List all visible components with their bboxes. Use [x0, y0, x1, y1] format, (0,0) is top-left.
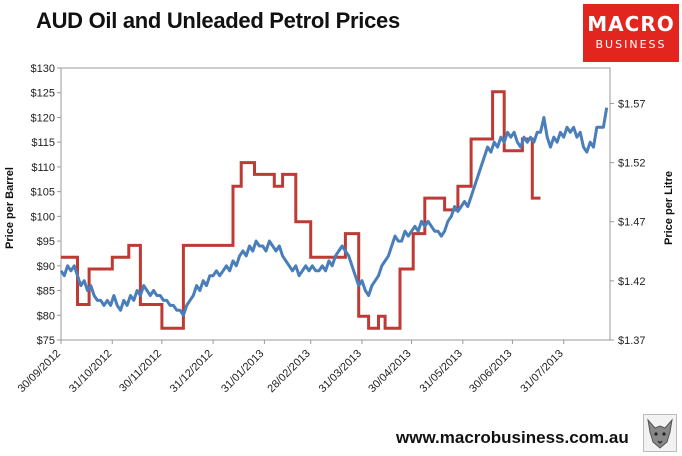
y-right-tick-label: $1.42 — [618, 276, 646, 288]
wolf-logo-icon — [643, 414, 677, 452]
logo-line-1: MACRO — [587, 12, 675, 36]
y-left-tick-label: $90 — [37, 261, 55, 273]
chart-title: AUD Oil and Unleaded Petrol Prices — [36, 8, 400, 33]
x-axis-ticks: 30/09/2012 31/10/2012 30/11/2012 31/12/2012… — [16, 340, 566, 395]
x-tick-label: 30/04/2013 — [366, 348, 413, 395]
petrol-price-line — [61, 90, 541, 330]
y-right-tick-label: $1.52 — [618, 158, 646, 170]
y-left-tick-label: $115 — [31, 137, 55, 149]
y-left-tick-label: $105 — [31, 187, 55, 199]
x-tick-label: 31/01/2013 — [219, 348, 266, 395]
y-left-tick-label: $100 — [31, 211, 55, 223]
y-left-tick-label: $80 — [37, 310, 55, 322]
macrobusiness-logo: MACRO BUSINESS — [583, 4, 679, 62]
x-tick-label: 30/11/2012 — [117, 348, 164, 395]
y-left-tick-label: $95 — [37, 236, 55, 248]
y-right-tick-label: $1.47 — [618, 217, 646, 229]
y-left-tick-label: $120 — [31, 112, 55, 124]
plot-area-border — [60, 67, 611, 341]
x-tick-label: 28/02/2013 — [265, 348, 312, 395]
x-tick-label: 30/09/2012 — [16, 348, 63, 395]
y-axis-right-ticks: $1.37 $1.42 $1.47 $1.52 $1.57 — [610, 98, 646, 347]
x-tick-label: 31/10/2012 — [67, 348, 114, 395]
y-left-tick-label: $125 — [31, 88, 55, 100]
y-left-tick-label: $130 — [31, 63, 55, 75]
x-tick-label: 31/05/2013 — [418, 348, 465, 395]
y-left-tick-label: $110 — [31, 162, 55, 174]
x-tick-label: 31/03/2013 — [317, 348, 364, 395]
oil-price-line — [59, 107, 609, 317]
logo-line-2: BUSINESS — [595, 38, 667, 51]
y-right-tick-label: $1.37 — [618, 335, 646, 347]
y-left-tick-label: $75 — [37, 335, 55, 347]
y-right-tick-label: $1.57 — [618, 98, 646, 110]
y-left-tick-label: $85 — [37, 286, 55, 298]
x-tick-label: 30/06/2013 — [467, 348, 514, 395]
y-axis-left-ticks: $75 $80 $85 $90 $95 $100 $105 $110 $115 $120 $125 $… — [31, 63, 61, 347]
x-tick-label: 31/07/2013 — [518, 348, 565, 395]
x-tick-label: 31/12/2012 — [168, 348, 215, 395]
site-url: www.macrobusiness.com.au — [396, 428, 629, 447]
